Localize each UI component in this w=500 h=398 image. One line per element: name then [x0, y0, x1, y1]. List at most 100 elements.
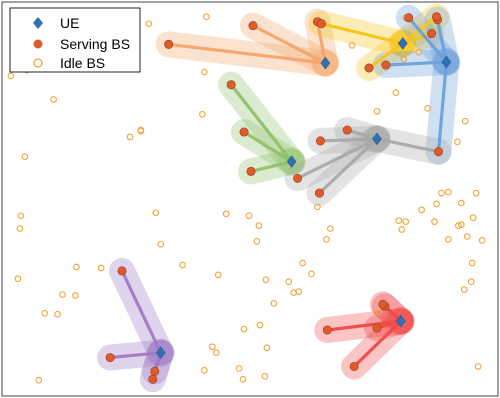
idle-bs-point	[348, 41, 356, 49]
serving-bs-point	[148, 374, 158, 384]
legend-ue-marker	[33, 17, 43, 29]
association-link	[296, 137, 379, 180]
idle-bs-point	[212, 349, 220, 357]
idle-bs-point	[395, 217, 403, 225]
serving-bs-point	[314, 188, 324, 198]
association-link	[251, 24, 327, 65]
idle-bs-point	[472, 189, 480, 197]
ue-markers	[155, 36, 452, 360]
idle-bs-point	[35, 376, 43, 384]
idle-bs-point	[314, 203, 321, 211]
idle-bs-point	[255, 222, 263, 229]
idle-bs-point	[295, 288, 302, 295]
idle-bs-point	[245, 212, 253, 220]
association-link	[317, 137, 379, 195]
serving-bs-point	[239, 127, 249, 137]
idle-bs-point	[454, 222, 462, 229]
idle-bs-point	[460, 286, 468, 293]
idle-bs-point	[97, 264, 105, 272]
serving-bs-point	[431, 12, 441, 22]
idle-bs-point	[373, 107, 381, 115]
association-link	[352, 319, 403, 369]
idle-bs-point	[7, 72, 15, 80]
idle-bs-point	[222, 210, 230, 218]
idle-bs-point	[457, 199, 465, 207]
idle-bs-point	[461, 117, 469, 125]
idle-bs-point	[201, 367, 208, 374]
serving-bs-point	[364, 63, 374, 73]
idle-bs-point	[235, 365, 243, 372]
association-link	[384, 60, 449, 67]
ue-point	[395, 314, 406, 328]
association-link	[375, 137, 441, 154]
serving-bs-point	[105, 353, 115, 363]
idle-bs-point	[463, 233, 471, 240]
idle-bs-point	[424, 105, 431, 112]
serving-bs-point	[342, 125, 352, 135]
idle-bs-point	[299, 259, 306, 267]
association-link	[167, 42, 327, 65]
idle-bs-point	[201, 68, 208, 76]
association-link	[318, 137, 379, 143]
idle-bs-point	[438, 189, 445, 197]
association-link	[120, 269, 163, 355]
legend-serving-marker	[33, 39, 43, 49]
idle-bs-point	[203, 13, 210, 21]
ue-point	[320, 56, 331, 70]
association-link	[242, 130, 294, 164]
ue-point	[372, 132, 382, 146]
serving-bs-point	[322, 325, 332, 335]
legend-idle-marker	[33, 58, 43, 68]
idle-bs-point	[375, 308, 383, 316]
idle-bs-point	[16, 225, 24, 232]
idle-bs-point	[256, 321, 264, 329]
ue-point	[155, 346, 166, 360]
idle-bs-point	[21, 153, 29, 160]
ue-point	[441, 55, 452, 69]
idle-bs-point	[137, 127, 145, 135]
association-link	[436, 60, 449, 154]
idle-bs-point	[157, 240, 165, 248]
legend-box	[9, 7, 141, 73]
association-link	[108, 351, 163, 360]
idle-bs-point	[41, 309, 49, 317]
serving-bs-point	[315, 136, 325, 146]
idle-bs-point	[262, 276, 270, 284]
association-link	[401, 31, 434, 45]
legend-serving-label: Serving BS	[60, 36, 130, 52]
legend-ue-label: UE	[60, 15, 79, 31]
idle-bs-point	[73, 263, 80, 271]
idle-bs-point	[445, 236, 452, 243]
association-link	[319, 22, 405, 45]
idle-bs-point	[415, 48, 422, 56]
association-link	[229, 83, 294, 164]
idle-bs-point	[14, 275, 22, 283]
idle-bs-point	[214, 271, 222, 279]
idle-bs-markers	[7, 13, 486, 384]
serving-bs-point	[246, 166, 256, 176]
association-link	[315, 20, 327, 65]
association-link	[367, 41, 405, 70]
ue-point	[397, 36, 408, 50]
serving-bs-point	[372, 323, 382, 333]
idle-bs-point	[433, 200, 440, 208]
serving-bs-point	[226, 80, 236, 90]
idle-bs-point	[467, 278, 475, 286]
idle-bs-point	[285, 278, 293, 286]
idle-bs-point	[179, 261, 186, 269]
idle-bs-point	[261, 372, 269, 380]
idle-bs-point	[54, 310, 61, 318]
idle-bs-point	[402, 218, 410, 226]
idle-bs-point	[253, 238, 261, 245]
association-link	[325, 319, 403, 332]
serving-bs-point	[381, 60, 391, 70]
serving-bs-point	[349, 361, 359, 371]
idle-bs-point	[240, 325, 248, 333]
serving-bs-markers	[105, 12, 443, 384]
association-link	[435, 18, 449, 64]
association-link	[407, 16, 449, 64]
idle-bs-point	[323, 236, 330, 243]
idle-bs-point	[145, 20, 153, 28]
idle-bs-point	[270, 300, 278, 307]
